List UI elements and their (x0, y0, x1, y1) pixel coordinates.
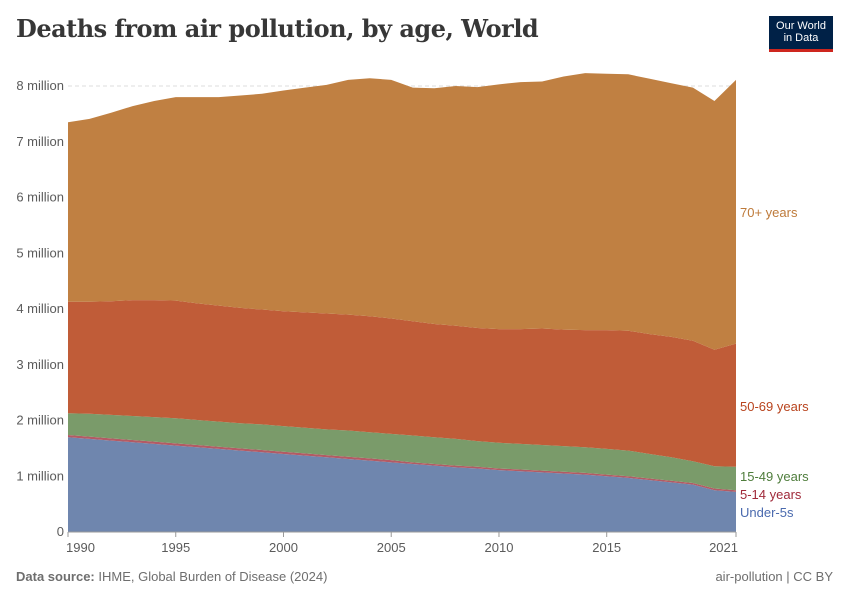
x-tick-label: 1995 (161, 540, 190, 555)
data-source: Data source: IHME, Global Burden of Dise… (16, 569, 327, 584)
x-tick-label: 2005 (377, 540, 406, 555)
area-70-years (68, 73, 736, 350)
logo-line-1: Our World (776, 20, 826, 32)
y-tick-label: 7 million (16, 134, 64, 149)
area-15-49-years (68, 413, 736, 491)
chart-title: Deaths from air pollution, by age, World (16, 14, 539, 43)
area-under-5s (68, 437, 736, 532)
series-label: 5-14 years (740, 487, 802, 502)
source-label: Data source: (16, 569, 95, 584)
area-5-14-years (68, 434, 736, 492)
y-tick-label: 8 million (16, 78, 64, 93)
y-tick-label: 4 million (16, 301, 64, 316)
area-50-69-years (68, 300, 736, 467)
logo-line-2: in Data (783, 32, 819, 44)
x-tick-label: 1990 (66, 540, 95, 555)
y-tick-label: 0 (57, 524, 64, 539)
y-tick-label: 2 million (16, 413, 64, 428)
source-text[interactable]: IHME, Global Burden of Disease (2024) (98, 569, 328, 584)
y-tick-label: 1 million (16, 468, 64, 483)
x-tick-label: 2021 (709, 540, 738, 555)
y-tick-label: 5 million (16, 245, 64, 260)
series-label: 15-49 years (740, 469, 809, 484)
y-tick-label: 3 million (16, 357, 64, 372)
series-label: 70+ years (740, 205, 798, 220)
x-tick-label: 2015 (592, 540, 621, 555)
y-tick-label: 6 million (16, 190, 64, 205)
series-label: 50-69 years (740, 399, 809, 414)
series-label: Under-5s (740, 505, 794, 520)
license-text[interactable]: air-pollution | CC BY (715, 569, 833, 584)
x-tick-label: 2000 (269, 540, 298, 555)
owid-logo[interactable]: Our World in Data (769, 16, 833, 52)
x-tick-label: 2010 (485, 540, 514, 555)
